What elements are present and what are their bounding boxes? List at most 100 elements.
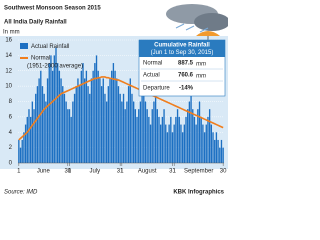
bar	[97, 70, 99, 163]
normal-line	[18, 76, 224, 141]
bar	[138, 109, 140, 163]
bar	[63, 93, 66, 163]
bar	[212, 132, 214, 163]
bar	[190, 93, 192, 163]
bar	[132, 101, 135, 163]
bar	[116, 78, 118, 163]
bar	[173, 124, 175, 163]
bar	[38, 78, 40, 163]
bar	[163, 109, 165, 163]
bar	[43, 93, 45, 163]
bar	[50, 55, 52, 163]
bar	[175, 116, 177, 163]
bar	[202, 124, 204, 163]
bar	[134, 109, 137, 163]
bar	[28, 109, 30, 163]
x-tick-label: 30	[64, 169, 71, 175]
y-tick-label: 6	[9, 114, 13, 120]
bar	[121, 101, 123, 163]
row-unit: mm	[196, 74, 206, 80]
bar	[109, 78, 111, 163]
y-tick-label: 0	[9, 161, 13, 167]
bar	[18, 139, 20, 163]
bar	[210, 124, 213, 163]
y-tick-label: 4	[9, 130, 13, 136]
bar	[26, 116, 28, 163]
bar	[185, 116, 187, 163]
cumulative-box: Cumulative Rainfall (Jun 1 to Sep 30, 20…	[138, 39, 226, 97]
bar	[222, 147, 224, 163]
bar	[33, 109, 35, 163]
bar	[65, 101, 67, 163]
month-label: September	[184, 169, 213, 175]
x-tick-label: 1	[173, 169, 177, 175]
bar	[170, 116, 172, 163]
bar	[95, 55, 98, 163]
bar	[165, 124, 167, 163]
row-unit: mm	[196, 62, 206, 68]
bar	[85, 70, 88, 163]
bar	[198, 101, 201, 163]
bar	[41, 86, 44, 163]
bar	[197, 109, 199, 163]
bar	[192, 109, 194, 163]
x-tick-label: 31	[117, 169, 124, 175]
bar	[183, 124, 185, 163]
chart-subtitle: Southwest Monsoon Season 2015	[4, 6, 101, 12]
bar	[82, 63, 84, 163]
bar	[87, 86, 89, 163]
bar	[220, 139, 223, 163]
bar	[78, 86, 81, 163]
bar	[126, 101, 128, 163]
bar	[207, 116, 209, 163]
bar	[102, 78, 104, 163]
bar	[57, 63, 59, 163]
bar	[105, 101, 108, 163]
bar	[154, 93, 157, 163]
bar	[180, 124, 182, 163]
bar	[124, 109, 126, 163]
source: Source: IMD	[4, 190, 38, 196]
bar	[48, 63, 50, 163]
month-label: July	[89, 169, 100, 175]
bar	[208, 109, 211, 163]
x-tick-label: 30	[220, 169, 227, 175]
month-label: June	[37, 169, 51, 175]
bar	[90, 78, 93, 163]
y-tick-label: 10	[5, 84, 12, 90]
bar	[46, 78, 49, 163]
month-label: August	[138, 169, 157, 175]
bar	[131, 93, 133, 163]
bar	[158, 116, 160, 163]
bar	[36, 86, 39, 163]
row-label: Normal	[143, 61, 162, 67]
bar	[111, 70, 113, 163]
bar	[203, 132, 206, 163]
bar	[176, 109, 179, 163]
y-tick-label: 8	[9, 99, 13, 105]
bar	[129, 78, 131, 163]
legend-note: (1951-2000 average)	[27, 64, 83, 70]
bar	[188, 101, 191, 163]
bar	[84, 78, 86, 163]
bar	[161, 116, 164, 163]
bar	[122, 93, 125, 163]
bar	[205, 124, 207, 163]
row-label: Actual	[143, 73, 160, 79]
bar	[62, 86, 64, 163]
bar	[127, 86, 130, 163]
bar	[80, 70, 82, 163]
y-tick-label: 12	[5, 68, 12, 74]
bar	[72, 101, 74, 163]
bar	[73, 93, 76, 163]
bar	[35, 93, 37, 163]
bar	[168, 124, 170, 163]
bar	[143, 86, 145, 163]
bar	[55, 47, 57, 163]
bar	[219, 147, 221, 163]
legend-label: Normal	[31, 56, 50, 62]
bar	[29, 116, 32, 163]
y-tick-label: 2	[9, 145, 13, 151]
bar	[75, 86, 77, 163]
